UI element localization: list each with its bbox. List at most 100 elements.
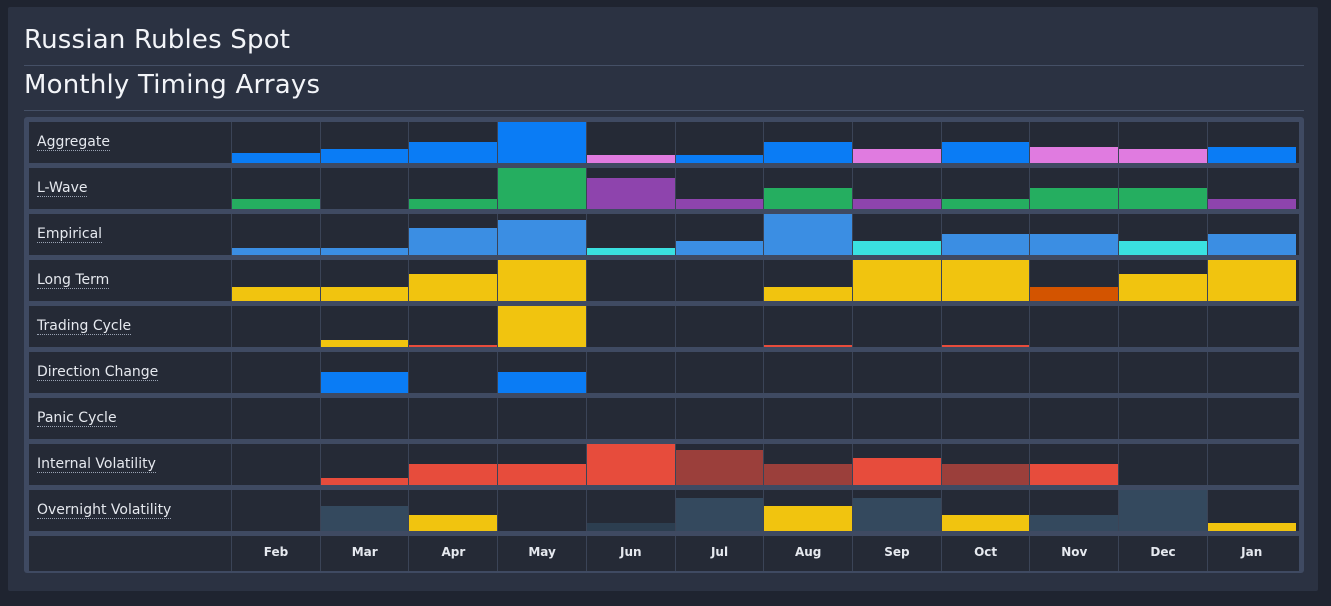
timing-cell[interactable]	[319, 168, 409, 209]
timing-cell[interactable]	[585, 306, 675, 347]
timing-cell[interactable]	[585, 260, 675, 301]
timing-cell[interactable]	[1118, 260, 1207, 301]
timing-cell[interactable]	[585, 444, 675, 485]
timing-cell[interactable]	[763, 214, 853, 255]
timing-cell[interactable]	[851, 444, 941, 485]
row-label[interactable]: L-Wave	[37, 180, 88, 197]
timing-cell[interactable]	[851, 260, 941, 301]
timing-cell[interactable]	[1029, 122, 1119, 163]
timing-cell[interactable]	[408, 398, 497, 439]
timing-cell[interactable]	[851, 122, 941, 163]
row-label[interactable]: Empirical	[37, 226, 103, 243]
timing-cell[interactable]	[851, 490, 941, 531]
timing-cell[interactable]	[1118, 214, 1207, 255]
timing-cell[interactable]	[1029, 398, 1118, 439]
timing-cell[interactable]	[585, 398, 675, 439]
timing-cell[interactable]	[408, 306, 498, 347]
timing-cell[interactable]	[674, 306, 764, 347]
timing-cell[interactable]	[231, 122, 320, 163]
timing-cell[interactable]	[497, 352, 587, 393]
timing-cell[interactable]	[408, 444, 498, 485]
timing-cell[interactable]	[319, 490, 409, 531]
row-label[interactable]: Long Term	[37, 272, 110, 289]
timing-cell[interactable]	[674, 122, 764, 163]
row-label[interactable]: Panic Cycle	[37, 410, 117, 427]
timing-cell[interactable]	[1206, 398, 1296, 439]
timing-cell[interactable]	[940, 214, 1030, 255]
timing-cell[interactable]	[940, 444, 1030, 485]
timing-cell[interactable]	[763, 490, 853, 531]
timing-cell[interactable]	[763, 398, 852, 439]
timing-cell[interactable]	[1206, 168, 1296, 209]
timing-cell[interactable]	[408, 490, 498, 531]
timing-cell[interactable]	[1029, 490, 1119, 531]
timing-cell[interactable]	[940, 260, 1030, 301]
row-label[interactable]: Aggregate	[37, 134, 110, 151]
timing-cell[interactable]	[763, 352, 852, 393]
timing-cell[interactable]	[763, 306, 853, 347]
timing-cell[interactable]	[674, 398, 764, 439]
timing-cell[interactable]	[940, 306, 1030, 347]
timing-cell[interactable]	[1118, 444, 1207, 485]
timing-cell[interactable]	[231, 490, 320, 531]
row-label[interactable]: Internal Volatility	[37, 456, 156, 473]
timing-cell[interactable]	[1118, 306, 1207, 347]
timing-cell[interactable]	[1029, 214, 1119, 255]
timing-cell[interactable]	[1206, 444, 1296, 485]
timing-cell[interactable]	[1206, 214, 1296, 255]
timing-cell[interactable]	[585, 214, 675, 255]
timing-cell[interactable]	[1206, 122, 1296, 163]
timing-cell[interactable]	[231, 168, 320, 209]
timing-cell[interactable]	[674, 490, 764, 531]
timing-cell[interactable]	[231, 306, 320, 347]
timing-cell[interactable]	[408, 260, 498, 301]
timing-cell[interactable]	[1029, 444, 1119, 485]
timing-cell[interactable]	[1118, 398, 1207, 439]
row-label[interactable]: Overnight Volatility	[37, 502, 172, 519]
timing-cell[interactable]	[497, 398, 586, 439]
timing-cell[interactable]	[319, 260, 409, 301]
timing-cell[interactable]	[763, 260, 853, 301]
timing-cell[interactable]	[231, 260, 320, 301]
timing-cell[interactable]	[940, 398, 1030, 439]
timing-cell[interactable]	[408, 122, 498, 163]
row-label[interactable]: Direction Change	[37, 364, 159, 381]
timing-cell[interactable]	[408, 352, 497, 393]
timing-cell[interactable]	[319, 122, 409, 163]
timing-cell[interactable]	[1206, 352, 1296, 393]
timing-cell[interactable]	[763, 168, 853, 209]
timing-cell[interactable]	[231, 444, 320, 485]
timing-cell[interactable]	[497, 214, 587, 255]
timing-cell[interactable]	[851, 306, 941, 347]
timing-cell[interactable]	[674, 214, 764, 255]
timing-cell[interactable]	[940, 352, 1030, 393]
timing-cell[interactable]	[1029, 168, 1119, 209]
timing-cell[interactable]	[319, 306, 409, 347]
timing-cell[interactable]	[1118, 352, 1207, 393]
timing-cell[interactable]	[1206, 490, 1296, 531]
timing-cell[interactable]	[585, 490, 675, 531]
timing-cell[interactable]	[585, 122, 675, 163]
timing-cell[interactable]	[674, 168, 764, 209]
timing-cell[interactable]	[408, 168, 498, 209]
timing-cell[interactable]	[763, 122, 853, 163]
timing-cell[interactable]	[497, 306, 587, 347]
timing-cell[interactable]	[231, 398, 320, 439]
timing-cell[interactable]	[851, 214, 941, 255]
timing-cell[interactable]	[674, 352, 764, 393]
timing-cell[interactable]	[497, 168, 587, 209]
timing-cell[interactable]	[1029, 352, 1118, 393]
timing-cell[interactable]	[319, 352, 409, 393]
timing-cell[interactable]	[940, 168, 1030, 209]
timing-cell[interactable]	[674, 260, 764, 301]
timing-cell[interactable]	[319, 214, 409, 255]
timing-cell[interactable]	[497, 260, 587, 301]
timing-cell[interactable]	[1206, 260, 1296, 301]
timing-cell[interactable]	[1118, 168, 1207, 209]
timing-cell[interactable]	[851, 352, 941, 393]
timing-cell[interactable]	[1118, 490, 1207, 531]
timing-cell[interactable]	[585, 352, 675, 393]
timing-cell[interactable]	[231, 214, 320, 255]
timing-cell[interactable]	[319, 398, 409, 439]
timing-cell[interactable]	[1029, 306, 1118, 347]
